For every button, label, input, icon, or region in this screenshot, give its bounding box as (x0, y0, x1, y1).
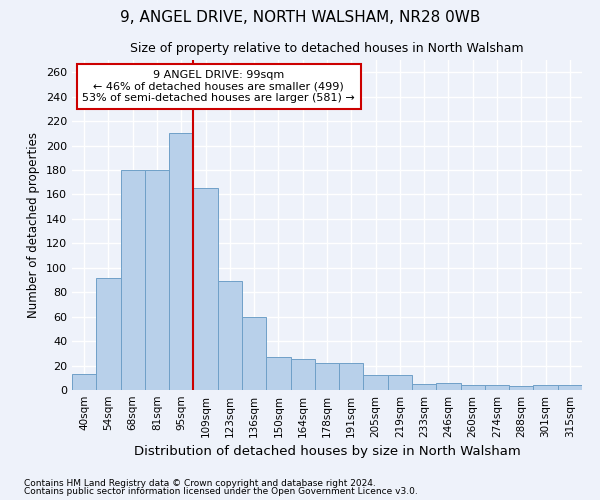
Bar (290, 360, 315, 390)
Bar (412, 384, 436, 390)
Bar (509, 386, 533, 390)
Title: Size of property relative to detached houses in North Walsham: Size of property relative to detached ho… (130, 42, 524, 54)
Bar (388, 376, 412, 390)
Bar (266, 357, 290, 390)
Text: Contains HM Land Registry data © Crown copyright and database right 2024.: Contains HM Land Registry data © Crown c… (24, 478, 376, 488)
Bar (145, 170, 169, 390)
Bar (193, 188, 218, 390)
Bar (169, 134, 193, 390)
Text: 9 ANGEL DRIVE: 99sqm
← 46% of detached houses are smaller (499)
53% of semi-deta: 9 ANGEL DRIVE: 99sqm ← 46% of detached h… (82, 70, 355, 103)
Bar (121, 170, 145, 390)
Text: Contains public sector information licensed under the Open Government Licence v3: Contains public sector information licen… (24, 488, 418, 496)
Bar (72, 374, 96, 390)
Bar (96, 278, 121, 390)
Bar (339, 363, 364, 390)
Bar (315, 363, 339, 390)
X-axis label: Distribution of detached houses by size in North Walsham: Distribution of detached houses by size … (134, 446, 520, 458)
Bar (461, 385, 485, 390)
Text: 9, ANGEL DRIVE, NORTH WALSHAM, NR28 0WB: 9, ANGEL DRIVE, NORTH WALSHAM, NR28 0WB (120, 10, 480, 25)
Bar (558, 385, 582, 390)
Y-axis label: Number of detached properties: Number of detached properties (28, 132, 40, 318)
Bar (364, 376, 388, 390)
Bar (485, 385, 509, 390)
Bar (242, 316, 266, 390)
Bar (436, 382, 461, 390)
Bar (218, 281, 242, 390)
Bar (533, 385, 558, 390)
